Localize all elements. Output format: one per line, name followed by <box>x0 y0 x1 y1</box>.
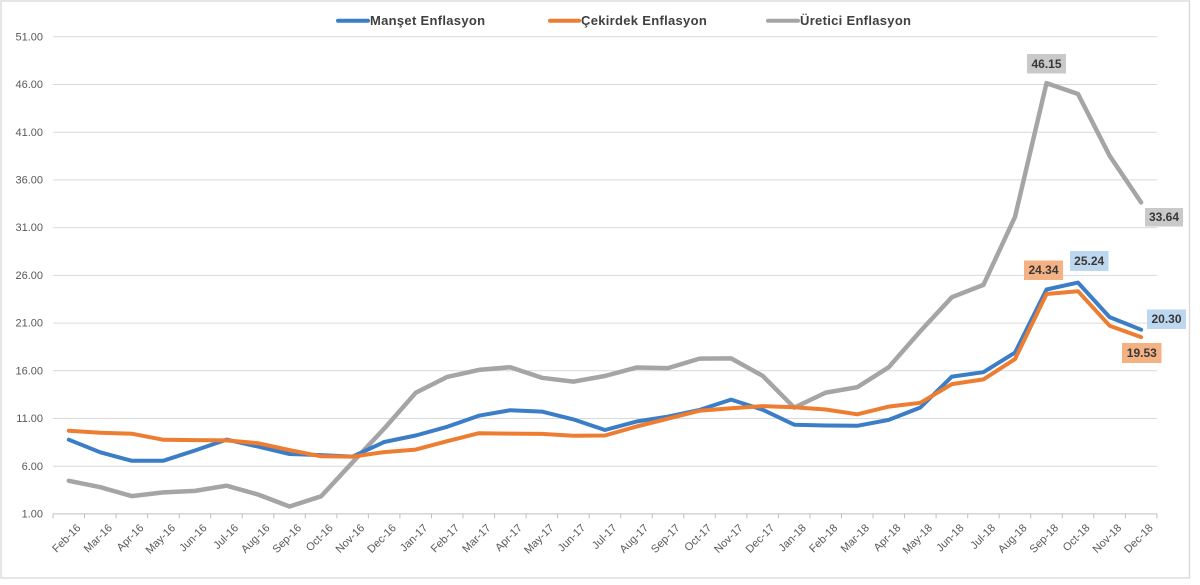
svg-text:20.30: 20.30 <box>1151 312 1181 326</box>
svg-text:11.00: 11.00 <box>16 413 43 425</box>
svg-text:36.00: 36.00 <box>15 175 43 187</box>
svg-text:51.00: 51.00 <box>15 31 43 43</box>
svg-text:16.00: 16.00 <box>15 365 43 377</box>
svg-text:25.24: 25.24 <box>1074 254 1104 268</box>
svg-text:33.64: 33.64 <box>1149 210 1179 224</box>
svg-text:Manşet Enflasyon: Manşet Enflasyon <box>370 13 485 28</box>
svg-text:1.00: 1.00 <box>22 509 43 521</box>
svg-text:Çekirdek Enflasyon: Çekirdek Enflasyon <box>581 13 707 28</box>
svg-text:46.00: 46.00 <box>15 79 43 91</box>
svg-text:24.34: 24.34 <box>1028 263 1058 277</box>
svg-text:26.00: 26.00 <box>15 270 43 282</box>
svg-text:Üretici Enflasyon: Üretici Enflasyon <box>800 13 911 28</box>
svg-text:46.15: 46.15 <box>1031 57 1061 71</box>
svg-text:6.00: 6.00 <box>22 461 43 473</box>
svg-text:31.00: 31.00 <box>15 222 43 234</box>
svg-text:21.00: 21.00 <box>15 318 43 330</box>
svg-text:19.53: 19.53 <box>1127 346 1157 360</box>
svg-text:41.00: 41.00 <box>15 127 43 139</box>
